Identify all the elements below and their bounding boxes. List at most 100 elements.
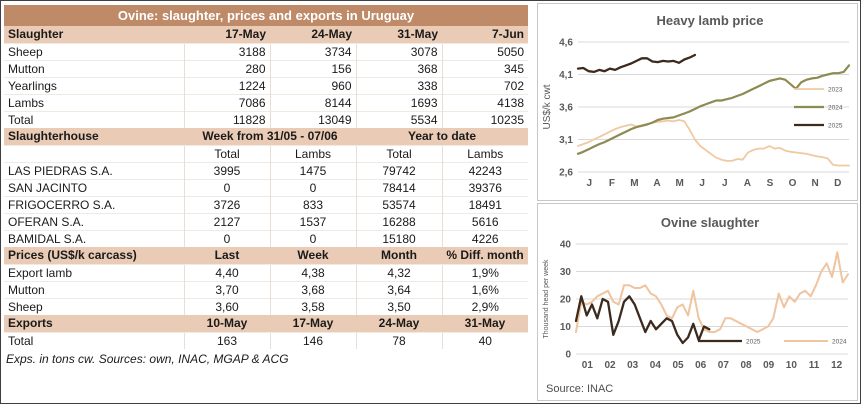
- cell-value: 79742: [355, 161, 442, 179]
- y-tick-label: 20: [560, 295, 572, 306]
- cell-value: 5534: [355, 110, 442, 128]
- cell-value: 40: [441, 331, 528, 349]
- cell-value: 1693: [355, 93, 442, 111]
- x-tick-label: 04: [650, 360, 662, 371]
- table-row: Total 163 146 78 40: [4, 331, 528, 349]
- subheader-row: Total Lambs Total Lambs: [4, 144, 528, 162]
- x-tick-label: N: [812, 178, 819, 189]
- cell-value: 3,60: [183, 297, 270, 315]
- cell-value: 3734: [269, 42, 356, 60]
- series-line-2023: [577, 119, 850, 167]
- cell-value: 18491: [441, 195, 528, 213]
- x-tick-label: A: [744, 178, 751, 189]
- section-label: Slaughterhouse: [4, 128, 184, 145]
- column-header: 31-May: [442, 315, 528, 332]
- column-header: 24-May: [356, 315, 442, 332]
- table-row: Export lamb 4,40 4,38 4,32 1,9%: [4, 263, 528, 281]
- cell-value: 3078: [355, 42, 442, 60]
- table-row: Mutton 3,70 3,68 3,64 1,6%: [4, 280, 528, 298]
- cell-value: 368: [355, 59, 442, 77]
- cell-value: 0: [183, 178, 270, 196]
- source-label: Source: INAC: [546, 383, 613, 395]
- section-label: Prices (US$/k carcass): [4, 247, 184, 264]
- heavy-lamb-price-chart: Heavy lamb price US$/k cwt 2,6 3,1 3,6 4,1 4…: [537, 3, 858, 201]
- column-header: Last: [184, 247, 270, 264]
- x-tick-label: 09: [763, 360, 775, 371]
- row-label: OFERAN S.A.: [4, 212, 184, 230]
- cell-value: 960: [269, 76, 356, 94]
- x-tick-label: D: [834, 178, 841, 189]
- y-tick-label: 3,1: [559, 135, 573, 146]
- cell-value: 1475: [269, 161, 356, 179]
- section-header-slaughterhouse: Slaughterhouse Week from 31/05 - 07/06 Yea…: [4, 128, 528, 145]
- sub-column-header: Total: [355, 144, 442, 162]
- series-line-2025: [576, 53, 697, 74]
- x-tick-label: 12: [831, 360, 843, 371]
- cell-value: 53574: [355, 195, 442, 213]
- table-row: SAN JACINTO 0 0 78414 39376: [4, 178, 528, 196]
- cell-value: 1537: [269, 212, 356, 230]
- x-tick-label: 10: [786, 360, 798, 371]
- y-tick-label: 4,6: [559, 38, 573, 49]
- cell-value: 3,70: [183, 280, 270, 298]
- y-tick-label: 40: [560, 240, 572, 251]
- section-label: Exports: [4, 315, 184, 332]
- row-label: Mutton: [4, 59, 184, 77]
- column-header: 17-May: [184, 26, 270, 43]
- column-header: 10-May: [184, 315, 270, 332]
- section-label: Slaughter: [4, 26, 184, 43]
- cell-value: 15180: [355, 229, 442, 247]
- row-label: FRIGOCERRO S.A.: [4, 195, 184, 213]
- cell-value: 10235: [441, 110, 528, 128]
- section-header-slaughter: Slaughter 17-May 24-May 31-May 7-Jun: [4, 26, 528, 43]
- x-tick-label: 01: [582, 360, 594, 371]
- x-tick-label: 02: [604, 360, 616, 371]
- cell-value: 13049: [269, 110, 356, 128]
- cell-value: 1,6%: [441, 280, 528, 298]
- cell-value: 42243: [441, 161, 528, 179]
- cell-value: 1,9%: [441, 263, 528, 281]
- cell-value: 4,40: [183, 263, 270, 281]
- x-tick-label: J: [722, 178, 728, 189]
- column-header: 24-May: [270, 26, 356, 43]
- row-label: Total: [4, 331, 184, 349]
- table-row: Yearlings 1224 960 338 702: [4, 76, 528, 94]
- cell-value: 5050: [441, 42, 528, 60]
- row-label: Export lamb: [4, 263, 184, 281]
- cell-value: 3,58: [269, 297, 356, 315]
- cell-value: 39376: [441, 178, 528, 196]
- cell-value: 0: [269, 229, 356, 247]
- x-tick-label: A: [653, 178, 660, 189]
- x-tick-label: J: [699, 178, 705, 189]
- sub-column-header: Lambs: [441, 144, 528, 162]
- y-tick-label: 2,6: [559, 168, 573, 179]
- series-line-2025: [574, 295, 711, 345]
- table-row: Mutton 280 156 368 345: [4, 59, 528, 77]
- legend-label-2025: 2025: [828, 123, 843, 130]
- table-row: BAMIDAL S.A. 0 0 15180 4226: [4, 229, 528, 247]
- cell-value: 1224: [183, 76, 270, 94]
- row-label: Sheep: [4, 297, 184, 315]
- y-axis-title: Thousand head per week: [543, 259, 550, 338]
- table-row: Sheep 3188 3734 3078 5050: [4, 42, 528, 60]
- table-row: Lambs 7086 8144 1693 4138: [4, 93, 528, 111]
- cell-value: 4,32: [355, 263, 442, 281]
- cell-value: 16288: [355, 212, 442, 230]
- row-label: LAS PIEDRAS S.A.: [4, 161, 184, 179]
- cell-value: 78414: [355, 178, 442, 196]
- x-tick-label: F: [609, 178, 615, 189]
- legend-label-2025: 2025: [746, 339, 761, 346]
- cell-value: 833: [269, 195, 356, 213]
- x-tick-label: 07: [718, 360, 730, 371]
- heavy-lamb-price-svg: Heavy lamb price US$/k cwt 2,6 3,1 3,6 4,1 4…: [542, 13, 851, 189]
- cell-value: 4138: [441, 93, 528, 111]
- cell-value: 3995: [183, 161, 270, 179]
- row-label: Total: [4, 110, 184, 128]
- table-row: LAS PIEDRAS S.A. 3995 1475 79742 42243: [4, 161, 528, 179]
- series-line-2024: [575, 251, 849, 333]
- cell-value: 2,9%: [441, 297, 528, 315]
- cell-value: 156: [269, 59, 356, 77]
- column-header: 7-Jun: [442, 26, 528, 43]
- table-footnote: Exps. in tons cw. Sources: own, INAC, MG…: [6, 352, 289, 366]
